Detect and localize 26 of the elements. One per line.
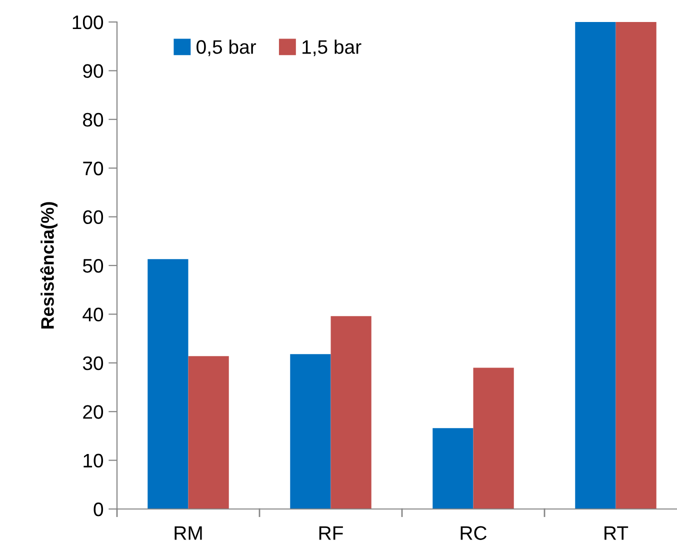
y-tick-label: 30 (82, 356, 104, 370)
y-tick-label: 80 (83, 112, 104, 127)
y-tick-label: 60 (83, 210, 104, 224)
bar (330, 316, 372, 509)
bar (432, 428, 474, 509)
bar (616, 22, 656, 509)
x-tick-label: RF (319, 526, 343, 540)
y-tick-label: 40 (82, 308, 104, 322)
bar (473, 368, 514, 509)
bar (290, 354, 331, 509)
bar (148, 259, 188, 509)
y-tick-label: 100 (72, 15, 104, 30)
y-tick-label: 70 (83, 162, 104, 176)
y-axis-title: Resistência(%) (40, 202, 58, 329)
y-tick-label: 0 (94, 502, 104, 516)
y-tick-label: 90 (83, 64, 104, 78)
x-tick-label: RM (174, 526, 202, 540)
y-tick-label: 50 (82, 258, 104, 273)
x-tick-label: RT (604, 526, 628, 540)
x-tick-label: RC (460, 526, 487, 540)
y-tick-label: 20 (83, 405, 104, 419)
legend-label: 1,5 bar (302, 40, 362, 56)
y-tick-label: 10 (84, 454, 104, 468)
bar (575, 22, 616, 509)
bar (188, 356, 229, 509)
legend-label: 0,5 bar (196, 40, 256, 56)
